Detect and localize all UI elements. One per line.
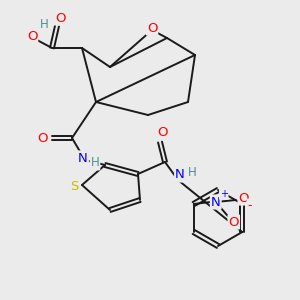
Text: O: O: [238, 191, 249, 205]
Text: H: H: [188, 167, 196, 179]
Text: N: N: [175, 169, 185, 182]
Text: O: O: [229, 215, 239, 229]
Text: N: N: [78, 152, 88, 164]
Text: S: S: [70, 181, 78, 194]
Text: O: O: [37, 131, 47, 145]
Text: O: O: [27, 29, 37, 43]
Text: +: +: [220, 189, 228, 199]
Text: N: N: [211, 196, 220, 208]
Text: -: -: [248, 200, 252, 212]
Text: O: O: [147, 22, 157, 34]
Text: H: H: [91, 157, 99, 169]
Text: O: O: [157, 127, 167, 140]
Text: O: O: [55, 11, 65, 25]
Text: H: H: [40, 17, 48, 31]
